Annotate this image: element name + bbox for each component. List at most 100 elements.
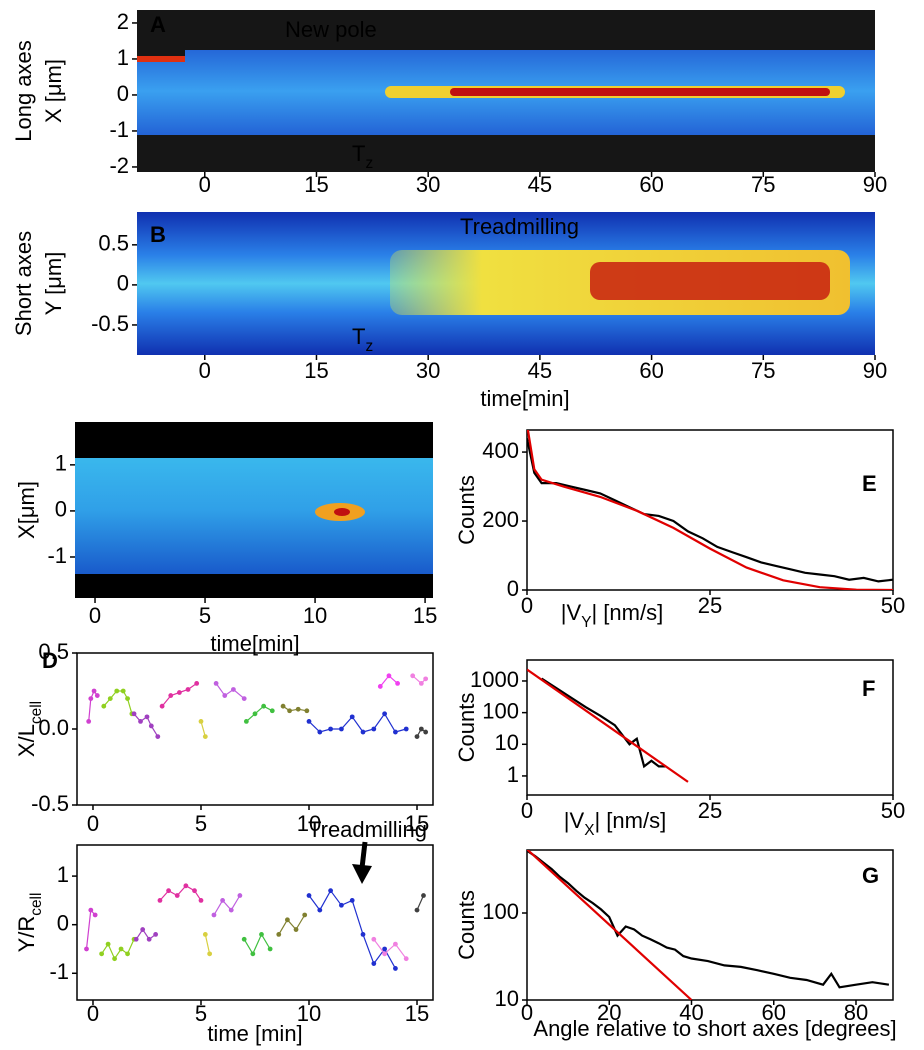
data-point <box>157 897 163 903</box>
y-tick-label: 1 <box>55 451 67 476</box>
x-axis-label: |VY| [nm/s] <box>561 600 663 631</box>
data-point <box>269 708 275 714</box>
data-point <box>382 946 388 952</box>
data-line <box>88 689 98 722</box>
y-tick-label: 1 <box>57 862 69 887</box>
y-tick-label: 0 <box>55 497 67 522</box>
data-line <box>103 690 133 714</box>
data-point <box>86 719 92 724</box>
data-point <box>168 693 174 698</box>
data-point <box>371 936 377 942</box>
data-point <box>349 897 355 903</box>
data-line <box>159 885 202 901</box>
data-point <box>202 734 208 739</box>
y-axis-label: Counts <box>454 890 479 960</box>
annotation-part: Treadmilling <box>308 817 427 842</box>
y-tick-label: -0.5 <box>31 791 69 816</box>
data-point <box>304 708 310 714</box>
y-axis-label: Counts <box>454 475 479 545</box>
data-line <box>527 438 893 583</box>
y-axis-label-part: X/L <box>14 724 39 757</box>
plot-frame <box>526 429 894 591</box>
panel-letter: B <box>150 222 166 247</box>
data-point <box>228 907 234 913</box>
data-point <box>91 688 97 694</box>
x-tick-label: 60 <box>639 358 663 383</box>
data-point <box>192 888 197 894</box>
data-line <box>246 705 273 722</box>
annotation: Treadmilling <box>460 214 579 239</box>
plot-frame <box>526 659 894 796</box>
x-tick-label: 10 <box>303 603 327 628</box>
data-line <box>282 705 307 712</box>
x-axis-label: Angle relative to short axes [degrees] <box>533 1016 896 1041</box>
x-tick-label: 40 <box>679 1000 703 1025</box>
data-point <box>125 951 130 957</box>
data-line <box>213 895 241 916</box>
x-tick-label: 15 <box>413 603 437 628</box>
data-point <box>418 726 424 732</box>
data-point <box>148 723 154 729</box>
x-tick-label: 0 <box>521 1000 533 1025</box>
y-tick-label: 100 <box>482 899 519 924</box>
data-point <box>153 932 159 937</box>
data-point <box>403 726 409 732</box>
x-tick-label: 0 <box>199 358 211 383</box>
kymograph-b <box>137 212 875 355</box>
data-point <box>403 956 409 962</box>
data-point <box>393 966 398 971</box>
y-axis-label: X[μm] <box>14 481 39 539</box>
data-point <box>176 690 182 695</box>
annotation: Tz <box>352 141 373 172</box>
data-point <box>393 941 398 947</box>
data-point <box>198 719 204 724</box>
data-point <box>213 681 219 686</box>
annotation: Tz <box>352 324 373 355</box>
data-point <box>185 687 191 692</box>
data-line <box>527 850 693 1000</box>
x-tick-label: 60 <box>639 172 663 197</box>
data-line <box>527 668 689 783</box>
x-axis-label-part: | [nm/s] <box>591 600 663 625</box>
data-point <box>230 687 236 692</box>
data-line <box>527 850 890 989</box>
x-tick-label: 30 <box>416 358 440 383</box>
data-point <box>317 907 323 913</box>
x-tick-label: 25 <box>698 798 722 823</box>
data-point <box>317 729 323 735</box>
x-tick-label: 20 <box>597 1000 621 1025</box>
panel-letter: D <box>42 648 58 673</box>
y-tick-label: 1000 <box>470 667 519 692</box>
y-axis-label: Y/Rcell <box>14 893 45 953</box>
y-tick-label: 400 <box>482 438 519 463</box>
data-point <box>84 946 89 952</box>
data-line <box>308 712 407 733</box>
y-axis-label-part: Counts <box>454 693 479 763</box>
data-point <box>105 941 111 947</box>
data-point <box>118 946 124 952</box>
x-tick-label: 75 <box>751 172 775 197</box>
annotation-part: T <box>352 324 365 349</box>
data-point <box>222 693 228 698</box>
data-point <box>166 888 171 894</box>
data-point <box>295 706 301 712</box>
y-axis-label: Counts <box>454 693 479 763</box>
panel-letter: G <box>862 863 879 888</box>
x-tick-label: 0 <box>87 1001 99 1026</box>
y-tick-label: -2 <box>109 153 129 178</box>
data-point <box>360 729 366 735</box>
data-point <box>414 734 420 739</box>
data-line <box>204 934 211 954</box>
data-point <box>220 897 225 903</box>
data-point <box>125 696 130 701</box>
data-point <box>207 951 213 957</box>
y-axis-label-part: Long axes <box>11 40 36 142</box>
y-tick-label: -1 <box>109 117 129 142</box>
y-tick-label: -1 <box>47 543 67 568</box>
plot-frame <box>76 844 434 1001</box>
annotation-part: New pole <box>285 17 377 42</box>
y-tick-label: 10 <box>495 986 519 1011</box>
y-tick-label: -0.5 <box>91 311 129 336</box>
x-tick-label: 5 <box>199 603 211 628</box>
